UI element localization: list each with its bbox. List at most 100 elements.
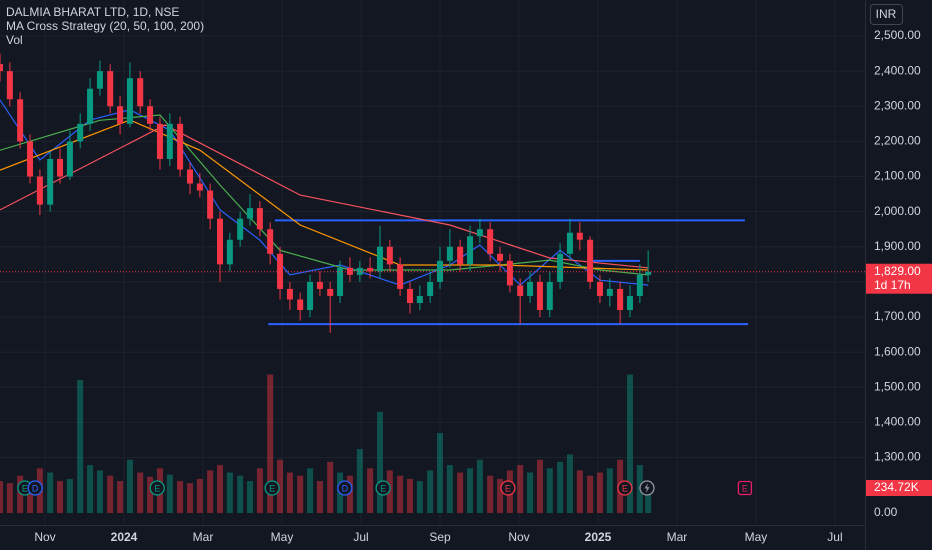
ma-line [0,124,649,269]
candle-body [517,285,524,296]
candle-body [256,208,263,230]
volume-bar [606,468,613,513]
candle-body [645,271,652,275]
volume-bar [47,472,54,513]
volume-bar [527,472,534,513]
y-tick-label: 2,100.00 [874,169,921,183]
y-tick-label: 1,500.00 [874,379,921,393]
x-tick-label: 2024 [111,530,138,544]
x-tick-label: May [745,530,768,544]
volume-bar [107,475,114,513]
event-marker [375,480,391,496]
plot [0,53,749,513]
candle-body [126,78,133,124]
candle-body [587,239,594,282]
currency-box[interactable] [870,4,903,25]
y-tick-label: 2,000.00 [874,204,921,218]
volume-bar [207,470,214,513]
event-label: D [32,483,39,493]
volume-bar [427,470,434,513]
candle-body [416,295,423,303]
event-label: E [154,483,160,493]
volume-bar [457,472,464,513]
alert-icon[interactable] [639,480,655,496]
y-tick-label: 2,500.00 [874,28,921,42]
volume-bar [226,472,233,513]
candle-body [207,190,214,219]
x-tick-label: Sep [429,530,451,544]
candle-body [386,246,393,265]
candle-body [237,218,244,240]
x-tick-label: Nov [508,530,529,544]
candle-body [307,281,314,311]
lightning[interactable] [644,483,650,493]
candle-body [47,158,54,205]
y-tick-label: 2,400.00 [874,63,921,77]
last-volume-label: 234.72K [874,480,919,494]
volume-bar [57,481,64,513]
volume-bar [356,449,363,513]
volume-bar [286,472,293,513]
volume-bar [256,468,263,513]
candle-body [557,253,564,282]
candle-body [57,158,64,177]
candle-body [457,246,464,265]
candle-body [166,123,173,159]
candle-body [356,267,363,275]
candle-body [406,288,413,303]
event-marker [500,480,516,496]
candle-body [487,229,494,254]
volume-bar [6,483,13,513]
chart-title: DALMIA BHARAT LTD, 1D, NSE [6,5,179,19]
volume-bar [566,454,573,513]
volume-bar [557,461,564,513]
volume-bar [467,468,474,513]
candle-body [17,99,24,142]
volume-bar [416,481,423,513]
candle-body [186,169,193,184]
candle-body [427,281,434,296]
candle-body [617,288,624,311]
candle-body [147,106,154,124]
candle-body [596,281,603,296]
volume-bar [0,481,3,513]
x-tick-label: Jul [353,530,368,544]
volume-bar [367,468,374,513]
volume-bar [87,465,94,513]
candle-body [27,141,34,177]
volume-bar [406,478,413,513]
event-marker [264,480,280,496]
volume-bar [217,465,224,513]
candle-body [437,260,444,282]
volume-bar [587,475,594,513]
candle-body [467,236,474,265]
candle-body [156,123,163,159]
candle-body [286,288,293,300]
candle-body [346,267,353,275]
candle-body [77,123,84,142]
currency[interactable]: INR [876,7,897,21]
candle-body [297,299,304,311]
volume-bar [316,481,323,513]
subtitle: MA Cross Strategy (20, 50, 100, 200) [6,19,204,33]
y-tick-label: 2,200.00 [874,134,921,148]
event-marker [27,480,43,496]
candle-body [247,208,254,219]
volume-bar [346,475,353,513]
candle-body [536,281,543,311]
event-label: E [622,483,628,493]
volume-bar [126,459,133,513]
volume-bar [267,374,274,513]
y-tick-label: 1,300.00 [874,450,921,464]
event-marker [337,480,353,496]
candle-body [87,88,94,124]
candle-body [0,64,3,72]
candle-body [177,123,184,170]
volume-bar [17,475,24,513]
event-label: E [505,483,511,493]
volume-bar [536,459,543,513]
candle-body [327,288,334,296]
volume-bar [27,485,34,513]
